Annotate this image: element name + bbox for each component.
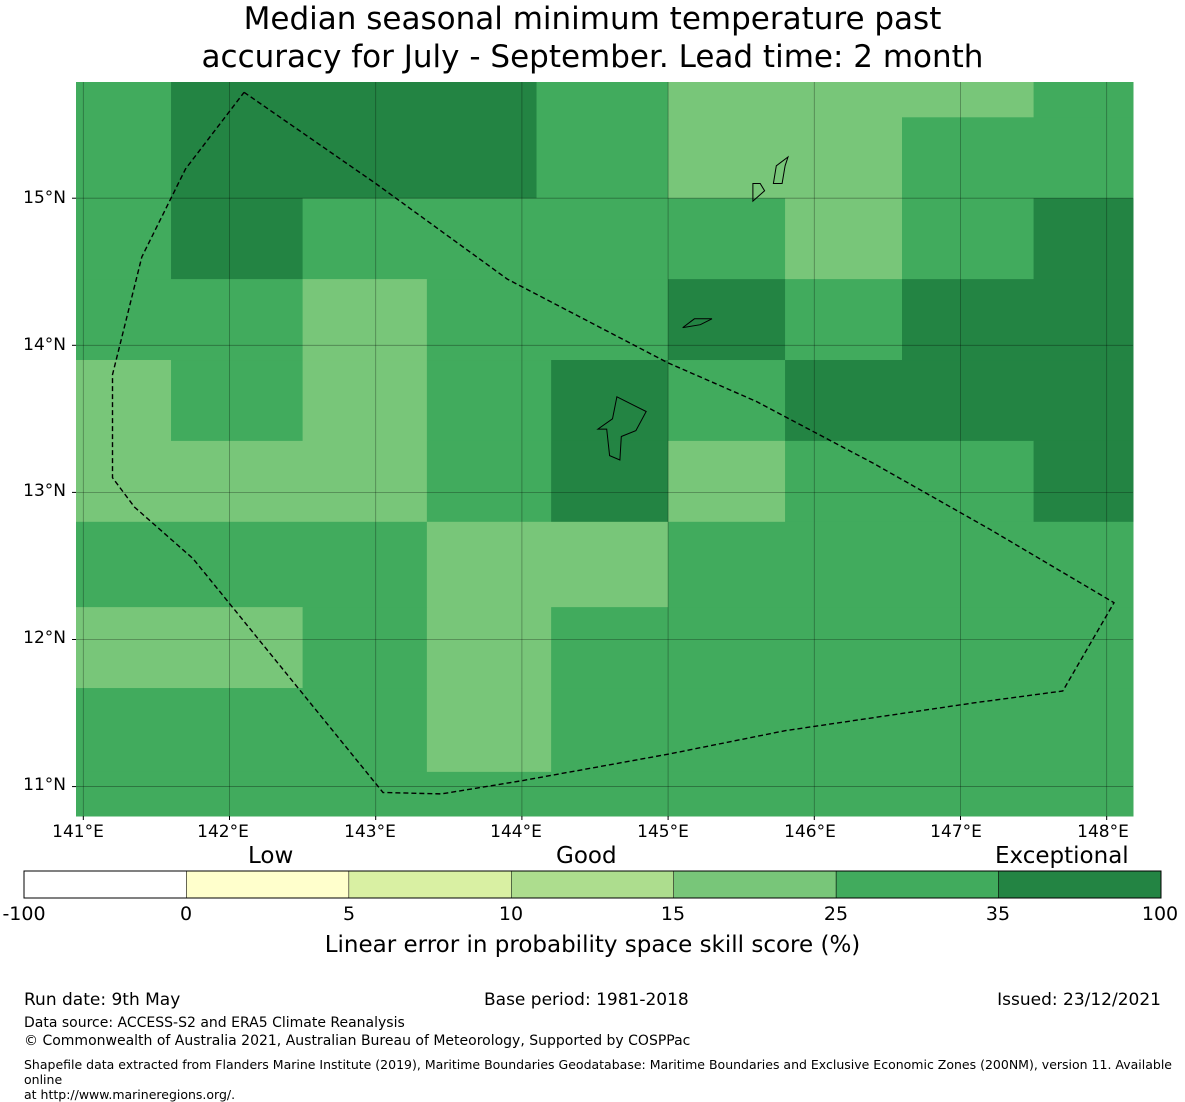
skill-cell (536, 82, 669, 199)
base-period: Base period: 1981-2018 (484, 990, 689, 1010)
skill-cell (902, 117, 1134, 199)
skill-cell (426, 688, 552, 773)
skill-cell (76, 82, 172, 199)
skill-cell (302, 279, 428, 361)
skill-cell (171, 360, 304, 442)
colorbar-segment (511, 870, 674, 899)
skill-cell (902, 198, 1035, 280)
category-low: Low (248, 843, 294, 869)
colorbar-segment (835, 870, 999, 899)
skill-cell (426, 521, 669, 608)
run-date: Run date: 9th May (24, 990, 181, 1010)
x-tick: 143°E (344, 822, 396, 842)
x-tick: 147°E (930, 822, 982, 842)
skill-cell (426, 440, 552, 523)
skill-cell (76, 279, 304, 361)
skill-cell (551, 688, 1134, 773)
copyright: © Commonwealth of Australia 2021, Austra… (24, 1033, 691, 1049)
skill-cell (426, 360, 552, 442)
data-source: Data source: ACCESS-S2 and ERA5 Climate … (24, 1015, 405, 1031)
skill-cell (302, 198, 786, 280)
skill-cell (171, 198, 304, 280)
skill-cell (668, 279, 786, 361)
skill-cell (785, 360, 1134, 442)
category-good: Good (556, 843, 617, 869)
colorbar-segment (348, 870, 512, 899)
skill-cell (785, 279, 903, 361)
x-tick: 146°E (784, 822, 836, 842)
skill-cell (76, 688, 428, 773)
island-outline (596, 396, 647, 461)
colorbar-tick: 25 (823, 903, 849, 925)
colorbar-tick: 5 (342, 903, 356, 925)
island-outline (772, 155, 789, 184)
y-tick: 12°N (23, 628, 66, 648)
x-tick: 141°E (52, 822, 104, 842)
chart-title: Median seasonal minimum temperature past… (0, 0, 1185, 76)
colorbar-tick: 10 (498, 903, 524, 925)
x-tick: 148°E (1077, 822, 1129, 842)
colorbar-title: Linear error in probability space skill … (324, 932, 861, 958)
skill-cell (668, 117, 903, 199)
skill-cell (551, 360, 669, 442)
y-tick: 15°N (23, 188, 66, 208)
shapefile-credit: Shapefile data extracted from Flanders M… (24, 1057, 1174, 1102)
x-tick: 142°E (197, 822, 249, 842)
shapefile-credit-line-1: Shapefile data extracted from Flanders M… (24, 1057, 1172, 1087)
skill-cell (302, 607, 428, 689)
skill-cell (76, 440, 428, 523)
skill-cell (76, 771, 1134, 817)
colorbar-tick: 15 (660, 903, 686, 925)
x-tick: 145°E (637, 822, 689, 842)
skill-cell (426, 607, 552, 689)
y-tick: 14°N (23, 335, 66, 355)
y-tick: 13°N (23, 481, 66, 501)
skill-cell (76, 360, 172, 442)
skill-cell (785, 440, 1035, 523)
skill-cell (171, 82, 538, 199)
skill-cell (302, 360, 428, 442)
title-line-1: Median seasonal minimum temperature past (243, 1, 942, 37)
skill-cell (668, 360, 786, 442)
skill-cell (668, 521, 1134, 608)
skill-cell (902, 279, 1134, 361)
colorbar-outline (23, 870, 1162, 899)
category-exceptional: Exceptional (995, 843, 1129, 869)
colorbar-segment (186, 870, 350, 899)
y-tick: 11°N (23, 775, 66, 795)
skill-cell (426, 279, 669, 361)
colorbar-segment (998, 870, 1162, 899)
skill-cell (1033, 82, 1134, 118)
island-outline (752, 183, 766, 203)
colorbar-tick: 35 (985, 903, 1011, 925)
skill-cell (551, 607, 1134, 689)
skill-cell (668, 82, 1035, 118)
colorbar-tick: -100 (2, 903, 46, 925)
issued-date: Issued: 23/12/2021 (997, 990, 1161, 1010)
colorbar-segment (23, 870, 187, 899)
skill-cell (76, 521, 428, 608)
skill-cell (785, 198, 903, 280)
colorbar-tick: 100 (1141, 903, 1179, 925)
colorbar-tick: 0 (179, 903, 193, 925)
colorbar-segment (673, 870, 837, 899)
skill-cell (1033, 440, 1134, 523)
title-line-2: accuracy for July - September. Lead time… (201, 39, 984, 75)
skill-cell (668, 440, 786, 523)
island-outline (682, 318, 713, 329)
skill-cell (1033, 198, 1134, 280)
x-tick: 144°E (490, 822, 542, 842)
skill-cell (76, 198, 172, 280)
eez-boundary (111, 91, 1115, 795)
